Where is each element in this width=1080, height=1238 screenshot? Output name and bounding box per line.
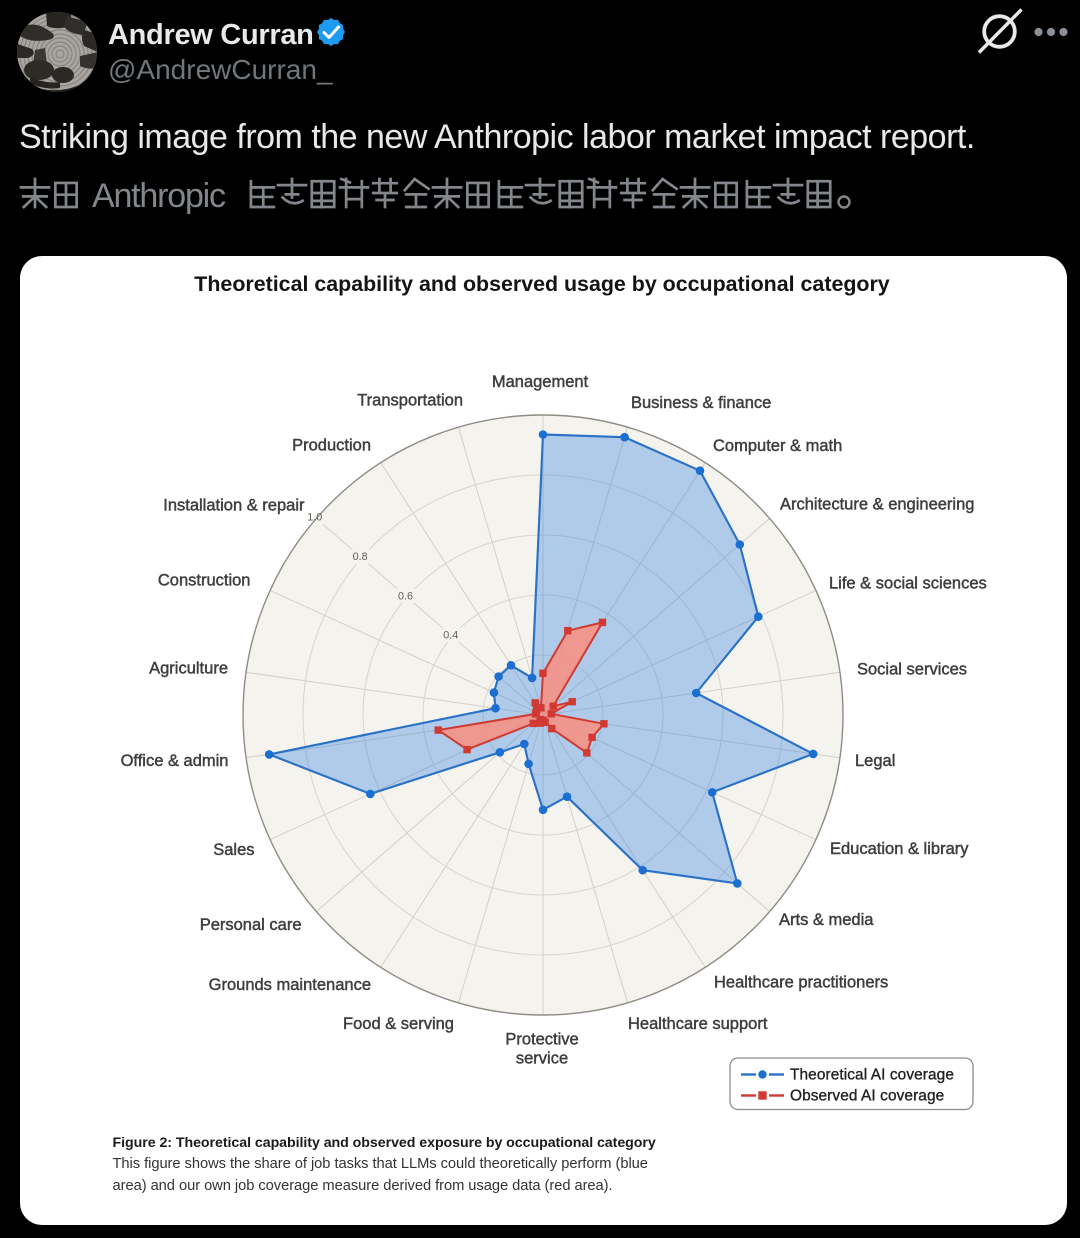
svg-text:Arts & media: Arts & media <box>779 911 874 929</box>
svg-text:Office & admin: Office & admin <box>121 752 229 770</box>
svg-text:Installation & repair: Installation & repair <box>163 497 305 515</box>
svg-text:Computer & math: Computer & math <box>713 437 842 455</box>
svg-text:Architecture & engineering: Architecture & engineering <box>780 496 974 514</box>
svg-text:Social services: Social services <box>857 661 967 679</box>
svg-text:service: service <box>516 1050 568 1068</box>
svg-text:Observed AI coverage: Observed AI coverage <box>790 1088 944 1105</box>
svg-text:Striking image from the new An: Striking image from the new Anthropic la… <box>19 118 975 156</box>
svg-text:Production: Production <box>292 437 371 455</box>
svg-text:Healthcare support: Healthcare support <box>628 1015 768 1033</box>
svg-text:Construction: Construction <box>158 572 251 590</box>
svg-text:0.4: 0.4 <box>443 630 458 642</box>
svg-text:Andrew Curran: Andrew Curran <box>108 19 314 51</box>
svg-text:Agriculture: Agriculture <box>149 660 228 678</box>
svg-text:Business & finance: Business & finance <box>631 394 771 412</box>
svg-text:Theoretical AI coverage: Theoretical AI coverage <box>790 1067 954 1084</box>
svg-text:1.0: 1.0 <box>307 512 322 524</box>
svg-text:Anthropic: Anthropic <box>92 177 226 215</box>
svg-text:area) and our own job coverage: area) and our own job coverage measure d… <box>113 1178 613 1194</box>
svg-text:Education & library: Education & library <box>830 840 969 858</box>
svg-text:Grounds maintenance: Grounds maintenance <box>209 976 371 994</box>
svg-text:Management: Management <box>492 373 589 391</box>
svg-text:@AndrewCurran_: @AndrewCurran_ <box>108 54 333 85</box>
svg-text:Transportation: Transportation <box>357 392 463 410</box>
svg-text:Food & serving: Food & serving <box>343 1015 454 1033</box>
svg-text:0.8: 0.8 <box>353 551 368 563</box>
svg-text:Legal: Legal <box>855 752 895 770</box>
svg-text:Personal care: Personal care <box>200 916 302 934</box>
svg-text:Healthcare practitioners: Healthcare practitioners <box>714 974 888 992</box>
svg-text:0.6: 0.6 <box>398 590 413 602</box>
svg-text:Sales: Sales <box>213 841 254 859</box>
svg-text:Figure 2: Theoretical capabili: Figure 2: Theoretical capability and obs… <box>113 1135 656 1151</box>
svg-text:This figure shows the share of: This figure shows the share of job tasks… <box>113 1156 648 1172</box>
svg-text:Life & social sciences: Life & social sciences <box>829 575 987 593</box>
svg-text:Theoretical capability and obs: Theoretical capability and observed usag… <box>194 272 890 296</box>
svg-text:Protective: Protective <box>505 1031 578 1049</box>
